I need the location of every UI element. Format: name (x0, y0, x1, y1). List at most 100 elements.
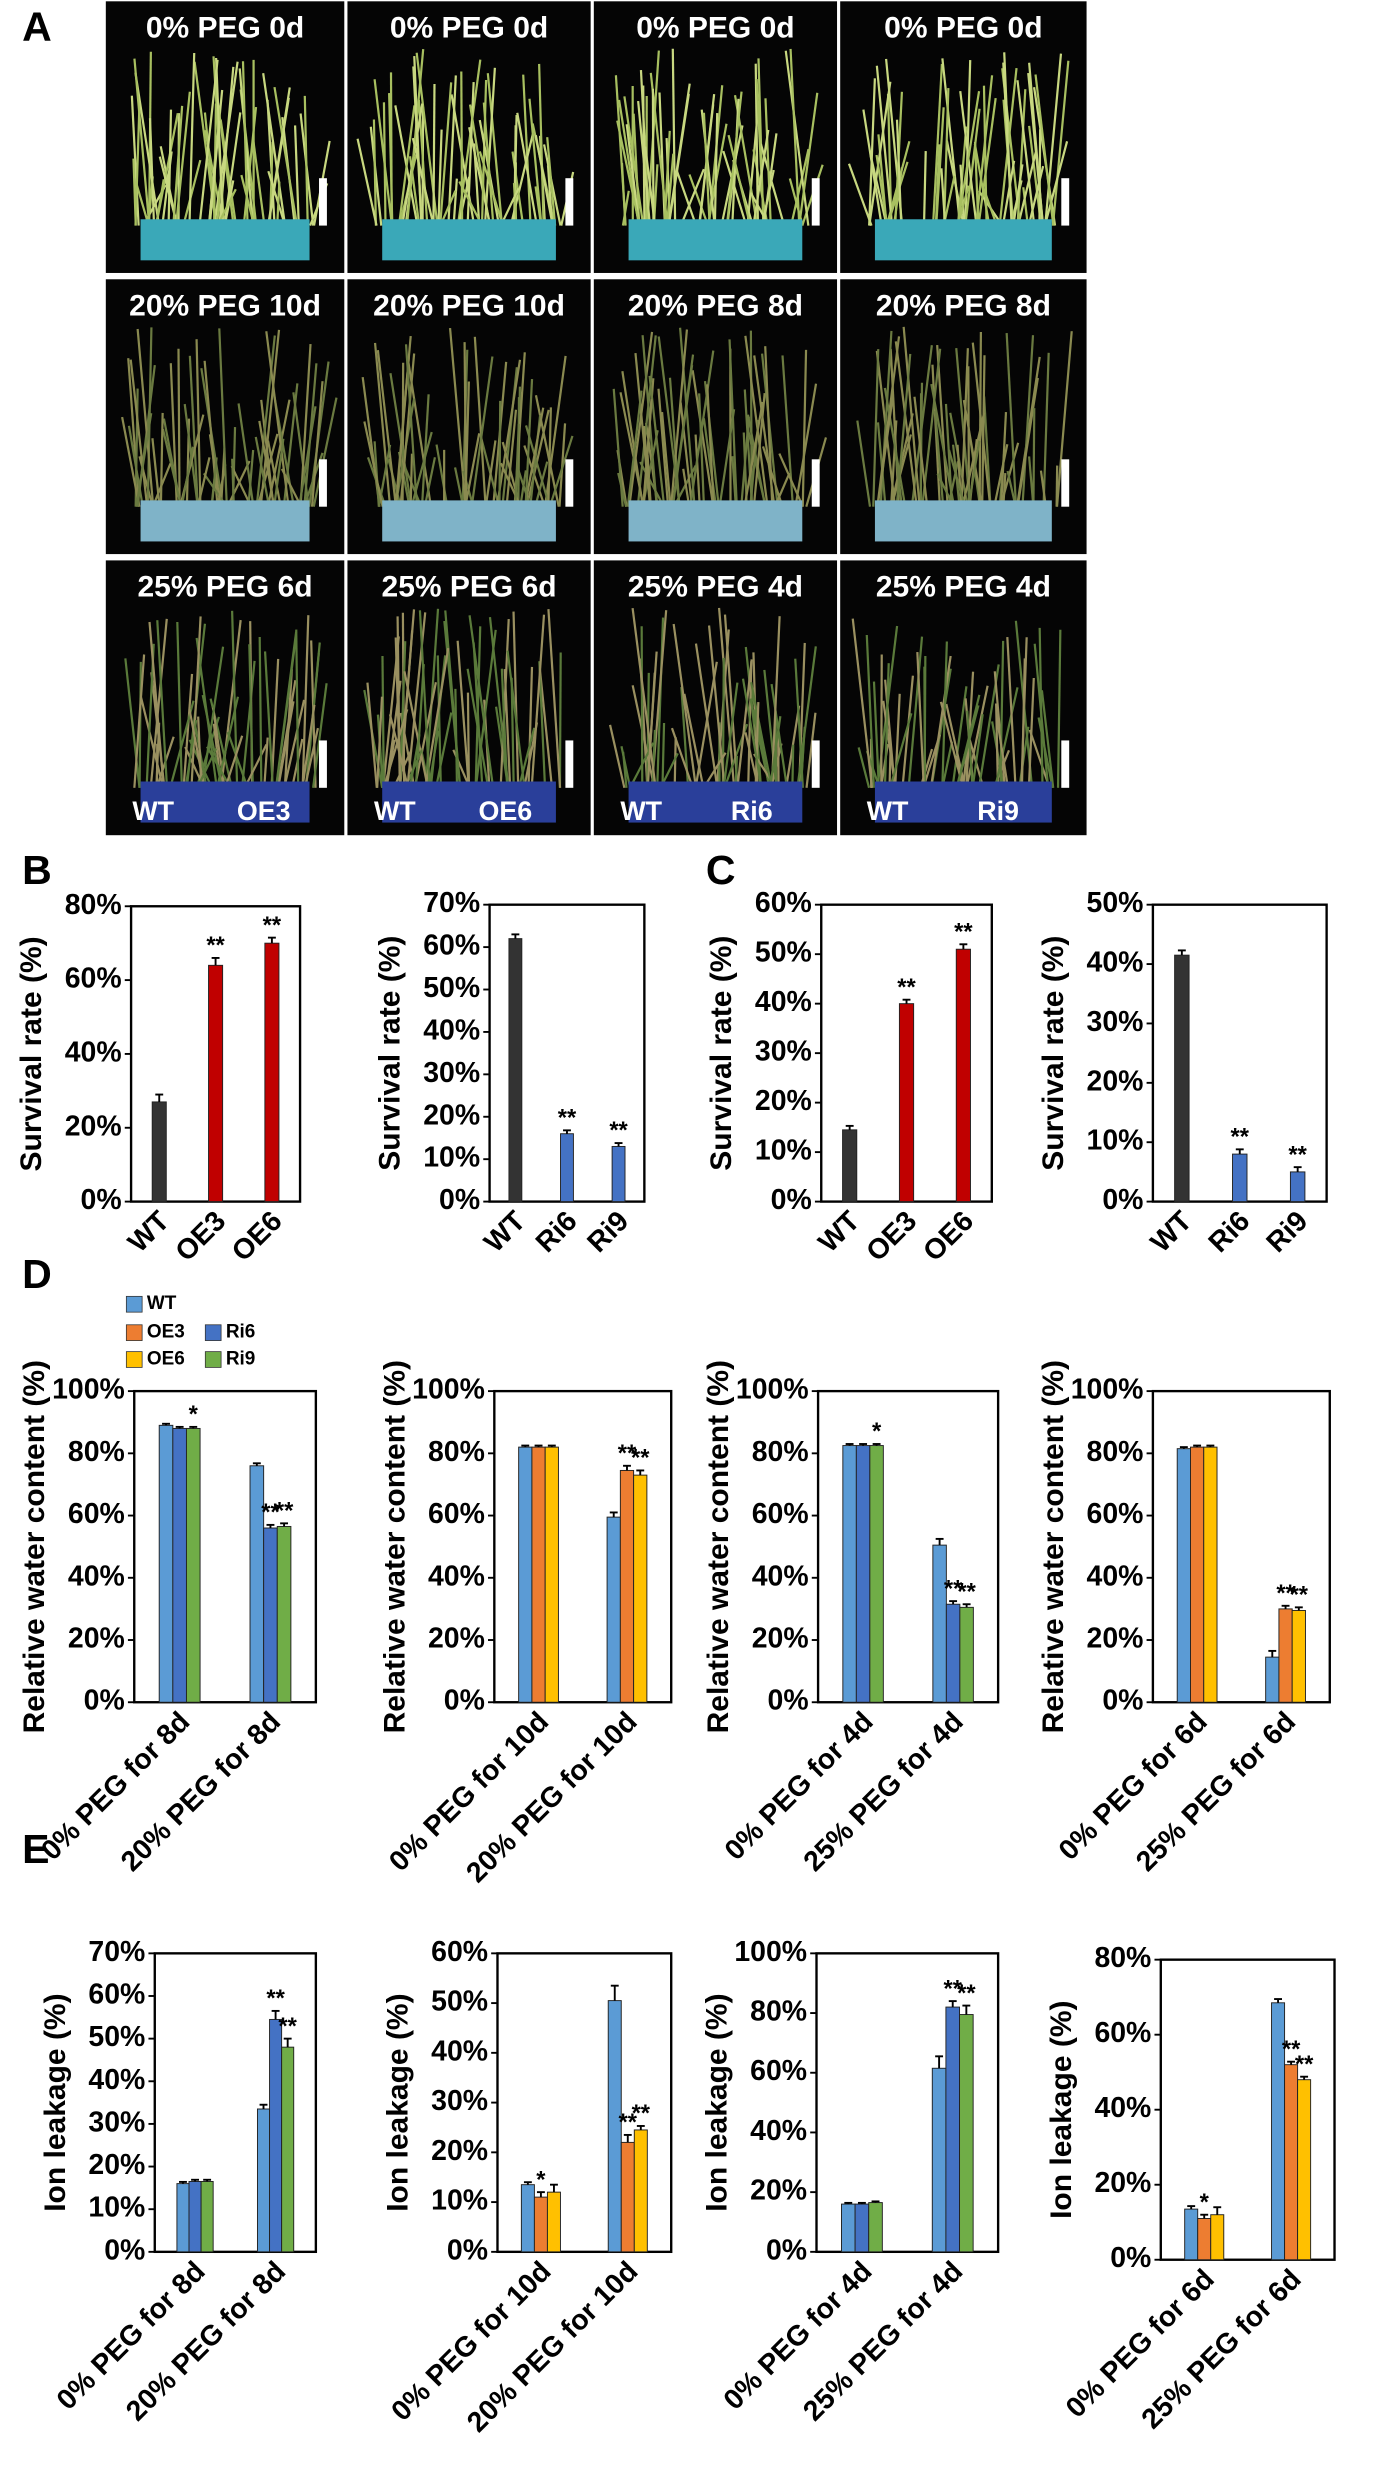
y-tick-label: 40% (1087, 1560, 1144, 1592)
plant-leaf (977, 97, 997, 226)
y-tick-label: 0% (447, 2234, 488, 2266)
y-tick-label: 80% (1087, 1436, 1144, 1468)
y-tick-label: 40% (755, 986, 812, 1018)
plant-leaf (894, 693, 901, 788)
y-axis-label: Survival rate (%) (374, 936, 407, 1171)
plant-leaf (981, 355, 986, 507)
plant-leaf (524, 378, 534, 507)
tile-label: 20% PEG 8d (628, 290, 803, 323)
plant-leaf (372, 119, 378, 226)
plant-leaf (159, 412, 164, 507)
x-tick-label: OE3 (860, 1205, 923, 1268)
plant-leaf (947, 449, 966, 507)
plant-leaf (525, 409, 550, 507)
bar (269, 2018, 283, 2253)
plant-leaf (752, 129, 770, 226)
y-tick-label: 20% (423, 1099, 480, 1131)
plant-leaf (156, 620, 169, 788)
plant-leaf (941, 741, 954, 789)
plant-leaf (718, 409, 736, 507)
bar (855, 1445, 871, 1703)
plant-leaf (248, 644, 254, 788)
legend-label: OE3 (147, 1322, 185, 1343)
bar (208, 964, 224, 1203)
bar (1265, 1656, 1280, 1703)
y-tick-label: 30% (755, 1036, 812, 1068)
plant-leaf (805, 712, 817, 788)
x-tick-label: 0% PEG for 10d (385, 2255, 557, 2427)
plant-leaf (1012, 164, 1024, 226)
plant-leaf (301, 615, 310, 788)
y-tick-label: 50% (755, 937, 812, 969)
bar (281, 2046, 295, 2253)
plant-leaf (483, 67, 496, 226)
x-tick-label: 20% PEG for 10d (460, 1706, 643, 1889)
plant-leaf (702, 112, 711, 226)
plant-leaf (764, 346, 774, 507)
plant-leaf (713, 113, 719, 226)
significance-label: ** (619, 2110, 638, 2136)
plant-leaf (373, 342, 392, 507)
plant-leaf (452, 178, 458, 226)
plant-leaf (231, 458, 235, 507)
plant-leaf (254, 436, 271, 507)
y-tick-label: 0% (81, 1184, 122, 1216)
bar (619, 1469, 635, 1703)
y-tick-label: 20% (1094, 2167, 1151, 2199)
y-tick-label: 60% (755, 887, 812, 919)
legend-label: WT (147, 1293, 177, 1314)
plant-leaf (675, 170, 698, 226)
plant-leaf (395, 357, 410, 507)
plant-leaf (447, 75, 457, 226)
y-tick-label: 70% (88, 1936, 145, 1968)
y-tick-label: 30% (431, 2085, 488, 2117)
plant-leaf (180, 446, 195, 507)
significance-label: ** (266, 1986, 285, 2012)
bar (869, 1445, 884, 1703)
y-tick-label: 80% (68, 1436, 125, 1468)
tile-label: 25% PEG 4d (876, 571, 1051, 604)
plant-leaf (966, 710, 974, 788)
plant-leaf (267, 97, 290, 226)
plant-leaf (956, 444, 963, 507)
plant-leaf (791, 744, 795, 788)
y-tick-label: 40% (65, 1036, 122, 1068)
plant-leaf (1016, 80, 1036, 226)
significance-label: ** (1290, 1583, 1309, 1609)
plant-leaf (961, 412, 986, 507)
plant-leaf (745, 425, 767, 507)
bar (931, 2067, 947, 2253)
plant-leaf (121, 416, 141, 507)
plant-leaf (182, 673, 194, 788)
plant-leaf (922, 151, 927, 226)
plant-leaf (482, 102, 495, 226)
significance-label: ** (1282, 2037, 1301, 2063)
y-tick-label: 50% (431, 1986, 488, 2018)
bar (868, 2202, 883, 2253)
plant-leaf (755, 78, 766, 226)
plant-leaf (512, 611, 520, 788)
legend-label: OE6 (147, 1349, 185, 1370)
plant-leaf (894, 341, 918, 507)
scale-bar (319, 459, 327, 507)
plant-leaf (770, 683, 789, 788)
y-tick-label: 20% (431, 2135, 488, 2167)
plant-leaf (534, 461, 549, 507)
plant-leaf (935, 107, 945, 226)
y-axis-label: Ion leakage (%) (701, 1993, 734, 2211)
plant-leaf (1006, 637, 1017, 788)
plant-leaf (243, 743, 268, 789)
plant-leaf (448, 327, 467, 507)
bar (932, 1544, 947, 1703)
plant-leaf (623, 96, 645, 226)
plant-leaf (801, 349, 808, 507)
bar (1184, 2208, 1199, 2261)
plant-leaf (642, 425, 652, 507)
plant-leaf (621, 190, 630, 226)
plant-leaf (190, 616, 202, 788)
plant-leaf (1016, 377, 1039, 507)
plant-leaf (956, 90, 981, 226)
significance-label: ** (631, 1446, 650, 1472)
plant-leaf (929, 655, 952, 788)
plant-leaf (1001, 160, 1016, 226)
